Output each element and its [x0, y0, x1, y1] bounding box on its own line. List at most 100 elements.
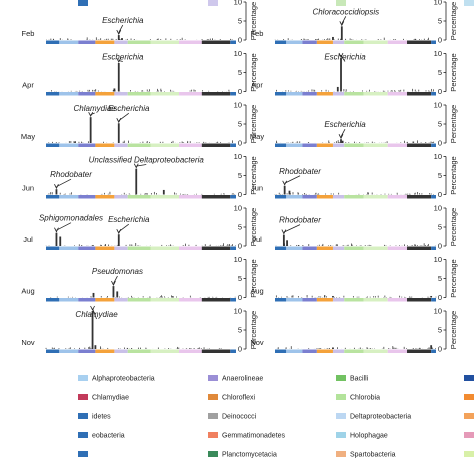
color-strip-segment	[127, 195, 151, 199]
y-axis-label: Percentage	[449, 53, 458, 91]
legend-item: Unclassified Proteobacteria	[336, 0, 435, 6]
color-strip-segment	[302, 298, 317, 302]
color-strip-segment	[179, 143, 202, 147]
color-strip-segment	[46, 246, 60, 250]
legend-swatch	[336, 451, 346, 457]
color-strip-segment	[387, 298, 408, 302]
color-strip-segment	[78, 92, 96, 96]
color-strip-segment	[150, 349, 179, 353]
panel-row-apr: Apr 0 5 10 Percentage Escherichia Apr 0 5 10 Perce…	[22, 49, 458, 96]
panel-jul-left: Jul 0 5 10 Percentage Sphigomonadales Escheric…	[23, 204, 258, 251]
legend-swatch	[78, 451, 88, 457]
legend-label: Anaerolineae	[222, 376, 263, 383]
y-tick-label: 5	[238, 223, 242, 232]
peak-bar	[116, 291, 119, 298]
annotation: Chlamydiae	[75, 310, 118, 319]
color-strip-segment	[286, 195, 303, 199]
color-strip-segment	[332, 195, 345, 199]
color-strip-segment	[387, 40, 408, 44]
annotation-secondary-arrow	[136, 164, 147, 167]
annotation: Chloracoccidiopsis	[312, 7, 379, 16]
color-strip-segment	[344, 92, 364, 96]
annotation-arrowhead	[116, 57, 122, 63]
legend-swatch	[336, 375, 346, 381]
color-strip-segment	[431, 246, 436, 250]
color-strip-segment	[59, 40, 79, 44]
y-tick-label: 0	[438, 87, 442, 96]
color-strip-segment	[78, 195, 96, 199]
legend-swatch	[464, 451, 474, 457]
peak-bar	[112, 286, 115, 298]
color-strip-segment	[286, 246, 303, 250]
peak-bar	[336, 86, 339, 92]
annotation-arrowhead	[281, 229, 287, 235]
color-strip-segment	[150, 246, 179, 250]
annotation-arrow	[56, 222, 72, 231]
color-strip-segment	[179, 298, 202, 302]
peak-bar	[55, 232, 58, 246]
color-strip-segment	[230, 143, 236, 147]
annotation-arrowhead	[54, 184, 59, 190]
peak-bar	[117, 63, 120, 92]
legend-label: Unclassified Bacteroidetes	[222, 0, 305, 2]
y-axis-label: Percentage	[249, 259, 258, 297]
legend-swatch	[336, 0, 346, 6]
annotation-secondary: Escherichia	[108, 104, 150, 113]
legend-item	[78, 451, 88, 457]
legend-swatch	[208, 394, 218, 400]
color-strip-segment	[179, 349, 202, 353]
legend-item: Deltaproteobacteria	[336, 413, 411, 421]
color-strip-segment	[344, 246, 364, 250]
annotation: Chlamydiae	[74, 104, 117, 113]
peak-bar	[286, 240, 288, 246]
color-strip-segment	[150, 143, 179, 147]
y-tick-label: 10	[234, 49, 242, 58]
color-strip-segment	[127, 143, 151, 147]
y-tick-label: 0	[238, 190, 242, 199]
peak-bar	[332, 295, 334, 298]
color-strip-segment	[127, 246, 151, 250]
legend-swatch	[78, 413, 88, 419]
annotation-arrowhead	[88, 111, 94, 118]
legend-label: Chlorobia	[350, 395, 380, 402]
peak-bar	[94, 345, 97, 349]
color-strip-segment	[302, 92, 317, 96]
legend-swatch	[336, 413, 346, 419]
color-strip-segment	[78, 349, 96, 353]
month-label: Apr	[22, 81, 34, 90]
y-tick-label: 5	[238, 171, 242, 180]
peak-bar	[92, 292, 95, 298]
color-strip-segment	[431, 349, 436, 353]
legend-item: Spartobacteria	[336, 451, 396, 459]
color-strip-segment	[201, 246, 231, 250]
color-strip-segment	[127, 298, 151, 302]
y-axis-label: Percentage	[449, 208, 458, 246]
annotation: Rhodobater	[279, 216, 321, 225]
peak-bar	[55, 189, 58, 195]
panel-row-feb: Feb 0 5 10 Percentage Escherichia Feb 0 5 10 Perce…	[22, 0, 458, 45]
panel-row-jun: Jun 0 5 10 Percentage Rhodobater Unclassified …	[22, 152, 458, 199]
color-strip-segment	[95, 195, 115, 199]
panel-row-nov: Nov 0 5 10 Percentage Chlamydiae Nov 0 5 10 Percen…	[21, 305, 458, 354]
legend-item: Bacilli	[336, 375, 369, 383]
annotation: Pseudomonas	[92, 267, 143, 276]
color-strip-segment	[286, 298, 303, 302]
color-strip-segment	[302, 195, 317, 199]
color-strip-segment	[95, 246, 115, 250]
color-strip-segment	[286, 349, 303, 353]
legend-swatch	[336, 394, 346, 400]
color-strip-segment	[201, 143, 231, 147]
legend-item: Holophagae	[336, 432, 388, 440]
annotation-secondary-arrowhead	[116, 118, 122, 124]
color-strip-segment	[431, 298, 436, 302]
peak-bar	[340, 58, 342, 92]
color-strip-segment	[114, 195, 128, 199]
y-tick-label: 0	[238, 293, 242, 302]
y-tick-label: 10	[234, 152, 242, 161]
month-label: Nov	[250, 338, 264, 347]
y-tick-label: 10	[434, 255, 442, 264]
month-label: Aug	[21, 287, 34, 296]
color-strip-segment	[407, 92, 432, 96]
annotation: Escherichia	[324, 53, 366, 62]
